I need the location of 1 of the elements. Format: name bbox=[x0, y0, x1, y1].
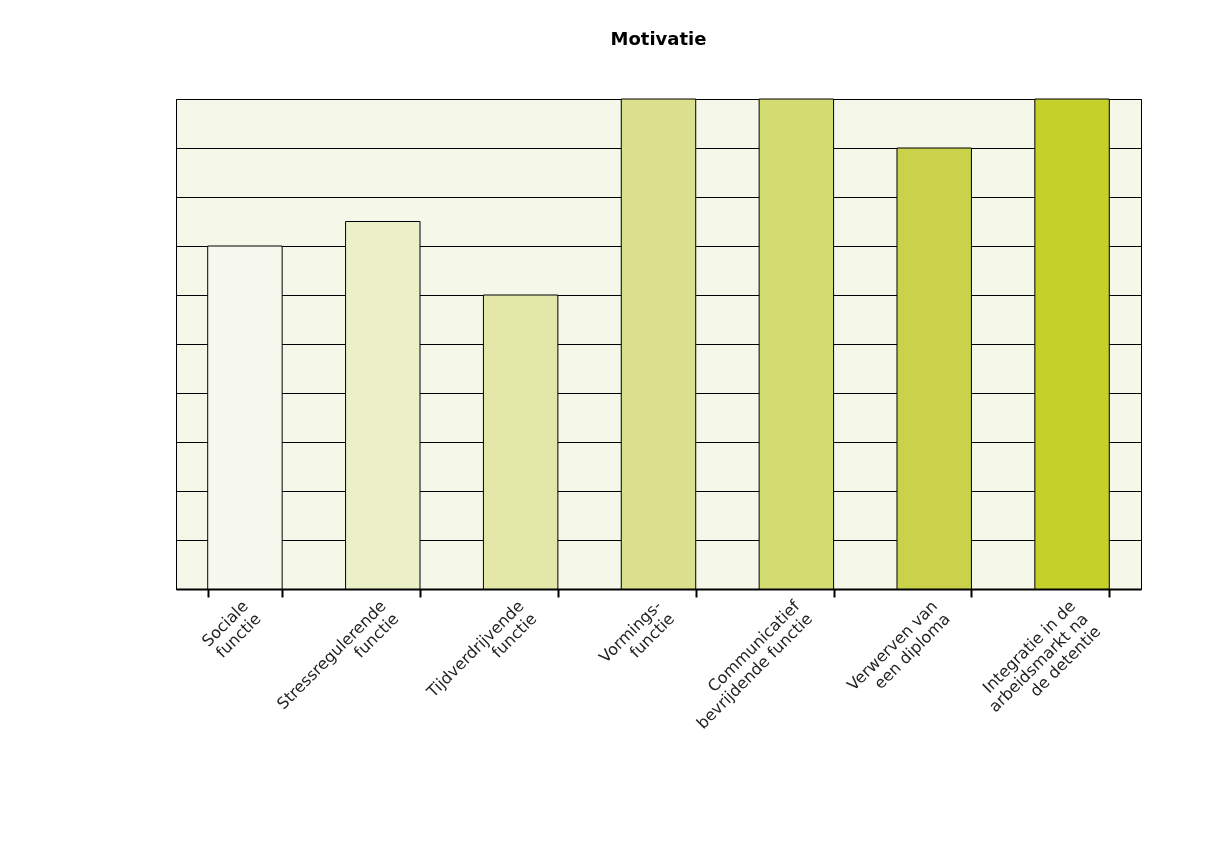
chart-title: Motivatie bbox=[610, 27, 707, 49]
